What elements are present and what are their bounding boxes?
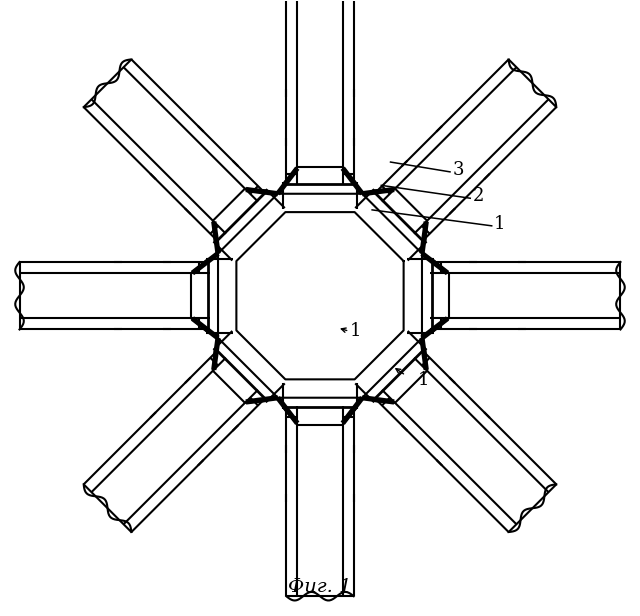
- Text: 3: 3: [452, 161, 464, 179]
- Text: 1: 1: [494, 215, 506, 233]
- Text: 2: 2: [472, 187, 484, 205]
- Text: Фиг. 1: Фиг. 1: [288, 578, 352, 596]
- Text: 1: 1: [417, 371, 429, 389]
- Text: 1: 1: [350, 322, 362, 340]
